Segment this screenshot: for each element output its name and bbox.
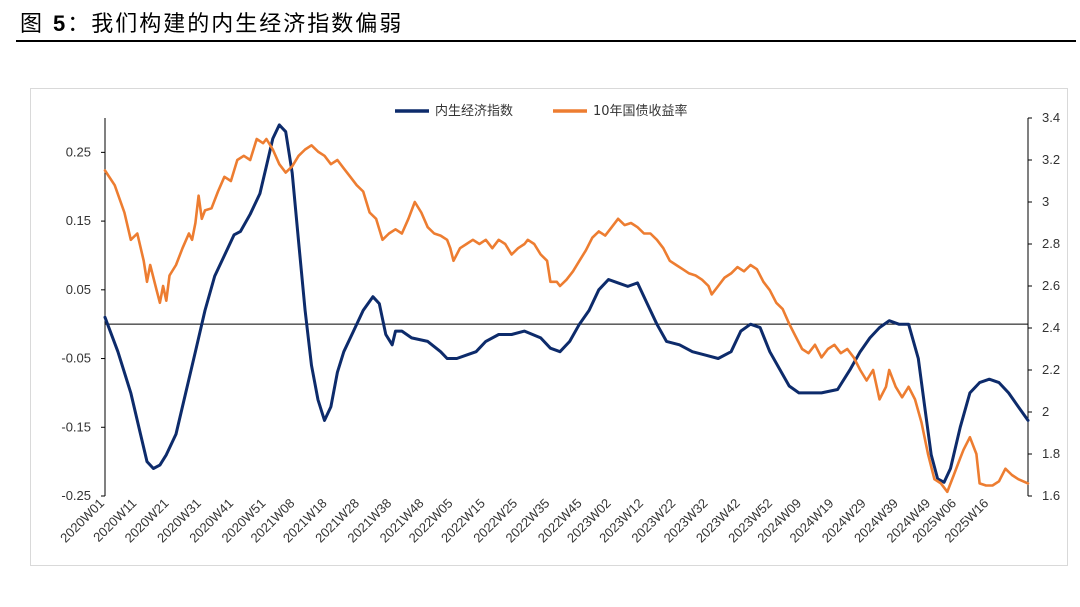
left-tick-label: 0.05: [66, 282, 91, 297]
line-chart: 0.25 0.15 0.05 -0.05 -0.15 -0.25 3.4 3.2 3 2.8 2.6…: [57, 103, 1060, 545]
right-tick-label: 1.6: [1042, 488, 1060, 503]
figure-separator: ：: [67, 12, 92, 37]
right-tick-label: 2.8: [1042, 236, 1060, 251]
right-tick-label: 3.4: [1042, 110, 1060, 125]
figure-title: 图 5：我们构建的内生经济指数偏弱: [20, 6, 403, 38]
right-tick-label: 1.8: [1042, 446, 1060, 461]
figure-label: 图: [20, 12, 45, 37]
left-tick-label: -0.05: [61, 351, 91, 366]
legend-label-1: 内生经济指数: [435, 103, 513, 119]
title-rule: [16, 40, 1076, 42]
figure-number: 5: [53, 11, 68, 36]
left-tick-label: -0.25: [61, 488, 91, 503]
right-tick-label: 3.2: [1042, 152, 1060, 167]
right-tick-label: 2.2: [1042, 362, 1060, 377]
chart-frame: 0.25 0.15 0.05 -0.05 -0.15 -0.25 3.4 3.2 3 2.8 2.6…: [30, 88, 1068, 566]
left-tick-label: 0.25: [66, 144, 91, 159]
right-tick-label: 3: [1042, 194, 1049, 209]
left-tick-label: -0.15: [61, 419, 91, 434]
series-line-2: [103, 137, 1030, 494]
legend-label-2: 10年国债收益率: [593, 103, 688, 119]
right-tick-label: 2.4: [1042, 320, 1060, 335]
right-tick-label: 2: [1042, 404, 1049, 419]
right-tick-label: 2.6: [1042, 278, 1060, 293]
figure-caption: 我们构建的内生经济指数偏弱: [91, 12, 404, 37]
series-line-1: [103, 123, 1030, 484]
left-tick-label: 0.15: [66, 213, 91, 228]
